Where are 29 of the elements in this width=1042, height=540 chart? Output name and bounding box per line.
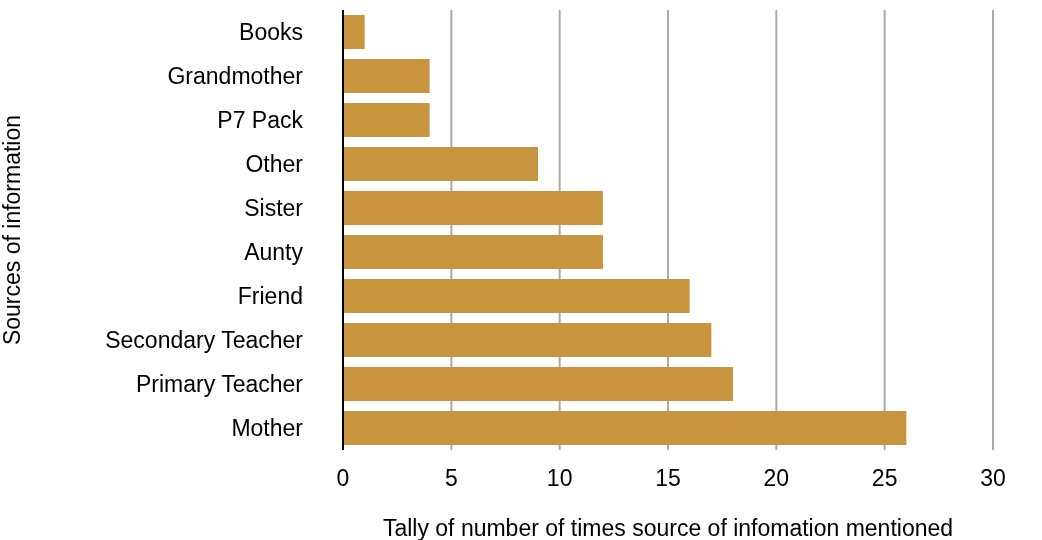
bar	[343, 235, 603, 269]
y-tick-label: Sister	[244, 195, 304, 222]
y-tick-label: Other	[245, 151, 304, 178]
bar	[343, 323, 712, 357]
y-tick-label: P7 Pack	[217, 107, 304, 134]
x-tick-label: 30	[980, 465, 1006, 492]
x-tick-label: 10	[546, 465, 573, 492]
x-tick-label: 15	[655, 465, 681, 492]
y-tick-label: Aunty	[244, 239, 304, 266]
bar	[343, 367, 733, 401]
x-tick-label: 20	[763, 465, 790, 492]
bar	[343, 15, 365, 49]
x-tick-label: 5	[444, 465, 458, 492]
x-tick-label: 25	[871, 465, 898, 492]
bar	[343, 103, 430, 137]
y-tick-label: Mother	[231, 415, 304, 442]
bar	[343, 147, 538, 181]
y-tick-label: Friend	[237, 283, 303, 310]
bar	[343, 191, 603, 225]
bar	[343, 59, 430, 93]
x-tick-label: 0	[336, 465, 350, 492]
y-tick-label: Primary Teacher	[135, 371, 304, 398]
y-tick-label: Books	[239, 19, 303, 46]
bar	[343, 279, 690, 313]
y-axis-title: Sources of information	[0, 114, 26, 346]
y-tick-label: Secondary Teacher	[105, 327, 304, 354]
bar	[343, 411, 907, 445]
y-tick-label: Grandmother	[167, 63, 304, 90]
x-axis-title: Tally of number of times source of infomation mentioned	[382, 515, 954, 540]
